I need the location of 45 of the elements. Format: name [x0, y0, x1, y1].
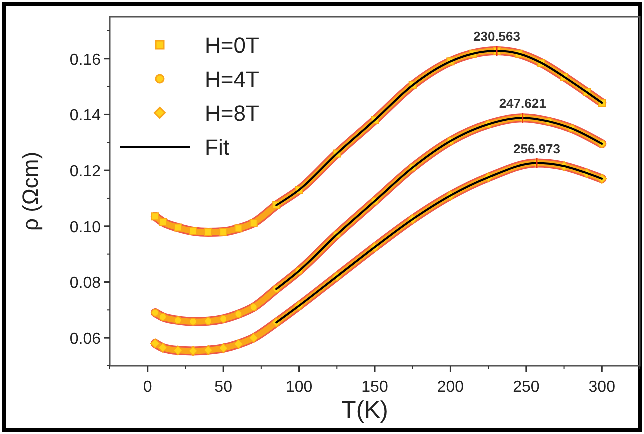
y-tick-label: 0.08 — [70, 275, 102, 292]
annotation: 247.621 — [499, 96, 546, 112]
legend-label: H=0T — [205, 33, 260, 58]
legend-label: Fit — [205, 135, 230, 160]
point — [189, 227, 198, 236]
x-tick-label: 200 — [437, 379, 464, 396]
point — [188, 346, 198, 356]
x-tick-label: 150 — [362, 379, 388, 396]
x-axis-title: T(K) — [342, 397, 388, 424]
point — [203, 345, 214, 356]
x-tick-label: 0 — [143, 379, 152, 396]
point — [150, 338, 160, 349]
y-tick-label: 0.10 — [70, 219, 102, 236]
x-tick-label: 50 — [214, 379, 233, 396]
point — [248, 333, 259, 344]
x-tick-label: 300 — [588, 379, 616, 396]
point — [250, 303, 258, 312]
point — [173, 346, 184, 356]
point — [204, 228, 212, 237]
point — [159, 218, 167, 226]
point — [234, 310, 243, 318]
x-tick-label: 100 — [286, 379, 313, 396]
point — [189, 318, 198, 326]
point — [234, 224, 243, 233]
y-axis-title: ρ (Ωcm) — [18, 152, 43, 232]
point — [234, 339, 244, 350]
point — [174, 316, 182, 324]
x-tick-label: 250 — [513, 379, 540, 396]
y-tick-label: 0.16 — [70, 52, 102, 69]
point — [220, 315, 228, 324]
legend-label: H=4T — [205, 67, 260, 92]
y-tick-label: 0.12 — [70, 164, 102, 181]
y-tick-label: 0.14 — [70, 108, 102, 125]
point — [250, 219, 258, 228]
point — [159, 313, 167, 322]
y-tick-label: 0.06 — [70, 331, 102, 348]
point — [151, 212, 160, 221]
point — [220, 228, 228, 236]
point — [158, 342, 168, 353]
legend-label: H=8T — [205, 101, 260, 126]
annotation: 230.563 — [473, 29, 520, 44]
point — [151, 308, 160, 317]
annotation: 256.973 — [513, 141, 560, 156]
point — [174, 224, 182, 232]
point — [218, 343, 229, 354]
